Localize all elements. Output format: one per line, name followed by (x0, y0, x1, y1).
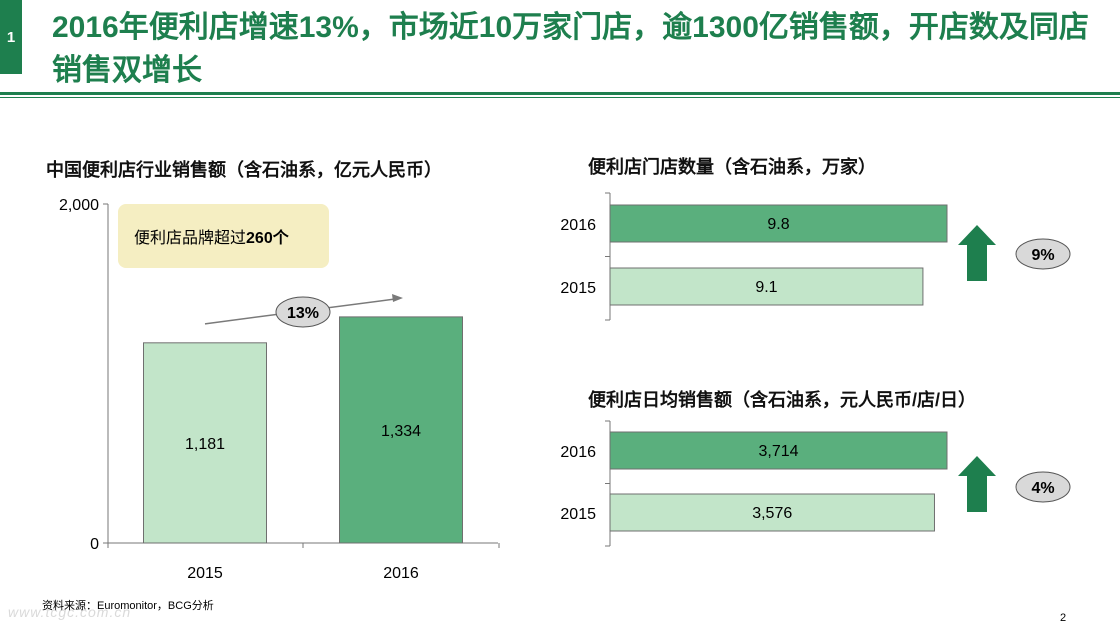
x-tick-label: 2016 (383, 565, 419, 582)
stores-bar-2016 (609, 204, 948, 243)
daily-sales-growth-label: 4% (1031, 480, 1054, 497)
y-tick-label: 2,000 (59, 197, 99, 214)
growth-bubble (275, 296, 331, 328)
sales-bar-2016 (339, 316, 463, 544)
stores-growth-arrow (958, 225, 996, 281)
stores-chart-title: 便利店门店数量（含石油系，万家） (588, 157, 876, 177)
stores-bar-2015 (609, 267, 924, 306)
growth-label: 13% (287, 305, 319, 322)
daily-sales-growth-arrow (958, 456, 996, 512)
source-note: 资料来源：Euromonitor，BCG分析 (42, 600, 214, 612)
daily-sales-bar-value-label: 3,576 (752, 505, 792, 522)
daily-sales-bar-2016 (609, 431, 948, 470)
slide-number: 1 (0, 0, 22, 74)
page-number: 2 (1060, 612, 1067, 624)
title-divider-thin (0, 97, 1120, 98)
sales-bar-value-label: 1,181 (185, 436, 225, 453)
stores-bar-value-label: 9.1 (755, 279, 777, 296)
title-divider (0, 92, 1120, 95)
daily-sales-bar-value-label: 3,714 (758, 443, 798, 460)
stores-growth-label: 9% (1031, 247, 1054, 264)
daily-sales-category-label: 2016 (560, 444, 596, 461)
stores-growth-bubble (1015, 238, 1071, 270)
watermark: www.tcgc.com.cn (8, 604, 132, 620)
sales-bar-2015 (143, 342, 267, 544)
y-tick-label: 0 (90, 536, 99, 553)
daily-sales-growth-bubble (1015, 471, 1071, 503)
daily-sales-bar-2015 (609, 493, 935, 532)
growth-arrow-head (392, 294, 403, 302)
sales-chart-title: 中国便利店行业销售额（含石油系，亿元人民币） (46, 160, 442, 180)
callout-text: 便利店品牌超过 (134, 230, 247, 247)
sales-bar-value-label: 1,334 (381, 423, 421, 440)
stores-category-label: 2016 (560, 217, 596, 234)
x-tick-label: 2015 (187, 565, 223, 582)
stores-bar-value-label: 9.8 (767, 216, 789, 233)
brand-count-callout: 便利店品牌超过 260个 (118, 204, 329, 268)
slide-title: 2016年便利店增速13%，市场近10万家门店，逾1300亿销售额，开店数及同店… (52, 11, 1089, 87)
stores-category-label: 2015 (560, 280, 596, 297)
daily-sales-chart-title: 便利店日均销售额（含石油系，元人民币/店/日） (588, 390, 976, 410)
callout-bold: 260个 (246, 230, 289, 247)
daily-sales-category-label: 2015 (560, 506, 596, 523)
